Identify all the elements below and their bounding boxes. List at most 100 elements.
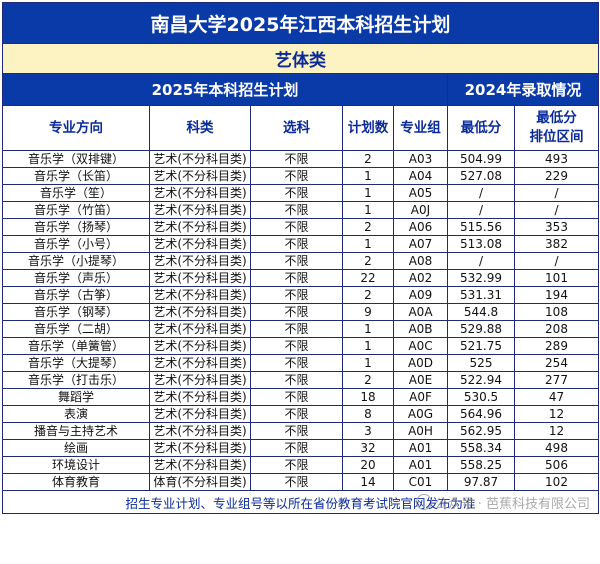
cell-subject-type: 体育(不分科目类) (149, 473, 251, 491)
table-row: 音乐学（单簧管） 艺术(不分科目类) 不限 1 A0C 521.75 289 (2, 337, 599, 355)
cell-min-rank: 12 (514, 422, 599, 440)
cell-elective: 不限 (250, 337, 343, 355)
cell-major: 音乐学（扬琴） (2, 218, 150, 236)
cell-min-rank: 498 (514, 439, 599, 457)
table-row: 音乐学（小号） 艺术(不分科目类) 不限 1 A07 513.08 382 (2, 235, 599, 253)
cell-major-group: A0C (393, 337, 448, 355)
header-min-rank-line2: 排位区间 (529, 129, 584, 145)
cell-min-rank: / (514, 184, 599, 202)
cell-subject-type: 艺术(不分科目类) (149, 252, 251, 270)
cell-min-rank: / (514, 201, 599, 219)
cell-elective: 不限 (250, 218, 343, 236)
table-row: 音乐学（扬琴） 艺术(不分科目类) 不限 2 A06 515.56 353 (2, 218, 599, 236)
cell-elective: 不限 (250, 439, 343, 457)
cell-major-group: A01 (393, 439, 448, 457)
cell-min-rank: 101 (514, 269, 599, 287)
cell-major-group: A09 (393, 286, 448, 304)
cell-major: 音乐学（打击乐） (2, 371, 150, 389)
cell-subject-type: 艺术(不分科目类) (149, 286, 251, 304)
cell-min-score: 97.87 (447, 473, 515, 491)
header-plan-count: 计划数 (342, 105, 394, 151)
cell-major-group: A0J (393, 201, 448, 219)
cell-major: 音乐学（古筝） (2, 286, 150, 304)
cell-min-score: 562.95 (447, 422, 515, 440)
cell-min-rank: 229 (514, 167, 599, 185)
cell-min-score: 532.99 (447, 269, 515, 287)
cell-plan-count: 32 (342, 439, 394, 457)
cell-major: 音乐学（笙） (2, 184, 150, 202)
cell-major: 音乐学（双排键） (2, 150, 150, 168)
cell-min-rank: 493 (514, 150, 599, 168)
cell-elective: 不限 (250, 354, 343, 372)
cell-major: 舞蹈学 (2, 388, 150, 406)
cell-subject-type: 艺术(不分科目类) (149, 218, 251, 236)
cell-plan-count: 9 (342, 303, 394, 321)
cell-subject-type: 艺术(不分科目类) (149, 456, 251, 474)
cell-min-score: 531.31 (447, 286, 515, 304)
cell-elective: 不限 (250, 150, 343, 168)
cell-plan-count: 3 (342, 422, 394, 440)
cell-plan-count: 2 (342, 252, 394, 270)
table-row: 音乐学（大提琴） 艺术(不分科目类) 不限 1 A0D 525 254 (2, 354, 599, 372)
cell-min-rank: / (514, 252, 599, 270)
cell-major-group: A0E (393, 371, 448, 389)
cell-min-rank: 289 (514, 337, 599, 355)
cell-plan-count: 1 (342, 184, 394, 202)
cell-major: 音乐学（大提琴） (2, 354, 150, 372)
cell-min-score: 558.34 (447, 439, 515, 457)
table-row: 音乐学（双排键） 艺术(不分科目类) 不限 2 A03 504.99 493 (2, 150, 599, 168)
cell-min-score: 515.56 (447, 218, 515, 236)
cell-elective: 不限 (250, 303, 343, 321)
footer-note: 招生专业计划、专业组号等以所在省份教育考试院官网发布为准 (125, 495, 476, 511)
cell-min-score: 522.94 (447, 371, 515, 389)
cell-plan-count: 1 (342, 320, 394, 338)
cell-min-score: 525 (447, 354, 515, 372)
cell-elective: 不限 (250, 286, 343, 304)
cell-min-rank: 382 (514, 235, 599, 253)
header-subject-type: 科类 (149, 105, 251, 151)
cell-major: 表演 (2, 405, 150, 423)
header-min-rank-line1: 最低分 (536, 110, 577, 126)
cell-subject-type: 艺术(不分科目类) (149, 235, 251, 253)
cell-subject-type: 艺术(不分科目类) (149, 167, 251, 185)
cell-min-score: / (447, 201, 515, 219)
cell-major-group: A01 (393, 456, 448, 474)
table-row: 音乐学（打击乐） 艺术(不分科目类) 不限 2 A0E 522.94 277 (2, 371, 599, 389)
cell-major: 音乐学（小号） (2, 235, 150, 253)
cell-major-group: A0H (393, 422, 448, 440)
cell-elective: 不限 (250, 201, 343, 219)
cell-min-rank: 506 (514, 456, 599, 474)
cell-major-group: C01 (393, 473, 448, 491)
table-row: 音乐学（竹笛） 艺术(不分科目类) 不限 1 A0J / / (2, 201, 599, 219)
cell-plan-count: 1 (342, 337, 394, 355)
header-min-rank: 最低分 排位区间 (514, 105, 599, 151)
cell-elective: 不限 (250, 235, 343, 253)
cell-min-score: 530.5 (447, 388, 515, 406)
cell-major: 播音与主持艺术 (2, 422, 150, 440)
cell-plan-count: 1 (342, 354, 394, 372)
table-row: 绘画 艺术(不分科目类) 不限 32 A01 558.34 498 (2, 439, 599, 457)
page-title: 南昌大学2025年江西本科招生计划 (2, 2, 599, 44)
cell-elective: 不限 (250, 371, 343, 389)
cell-subject-type: 艺术(不分科目类) (149, 184, 251, 202)
cell-subject-type: 艺术(不分科目类) (149, 150, 251, 168)
cell-elective: 不限 (250, 422, 343, 440)
cell-plan-count: 14 (342, 473, 394, 491)
cell-major-group: A0A (393, 303, 448, 321)
cell-plan-count: 18 (342, 388, 394, 406)
cell-major: 绘画 (2, 439, 150, 457)
cell-min-rank: 12 (514, 405, 599, 423)
table-row: 环境设计 艺术(不分科目类) 不限 20 A01 558.25 506 (2, 456, 599, 474)
cell-elective: 不限 (250, 405, 343, 423)
cell-major-group: A03 (393, 150, 448, 168)
section-admission-2024: 2024年录取情况 (447, 73, 599, 106)
watermark: 公众号 · 芭蕉科技有限公司 (415, 493, 590, 512)
cell-min-rank: 102 (514, 473, 599, 491)
table-row: 舞蹈学 艺术(不分科目类) 不限 18 A0F 530.5 47 (2, 388, 599, 406)
cell-major-group: A02 (393, 269, 448, 287)
cell-subject-type: 艺术(不分科目类) (149, 388, 251, 406)
cell-min-score: 513.08 (447, 235, 515, 253)
cell-min-rank: 208 (514, 320, 599, 338)
cell-major-group: A0D (393, 354, 448, 372)
table-row: 音乐学（二胡） 艺术(不分科目类) 不限 1 A0B 529.88 208 (2, 320, 599, 338)
